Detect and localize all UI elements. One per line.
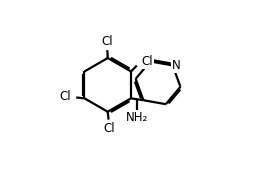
- Text: Cl: Cl: [59, 90, 71, 103]
- Text: N: N: [172, 59, 181, 72]
- Text: Cl: Cl: [101, 35, 113, 48]
- Text: Cl: Cl: [141, 55, 153, 68]
- Text: Cl: Cl: [103, 122, 115, 135]
- Text: NH₂: NH₂: [126, 111, 148, 124]
